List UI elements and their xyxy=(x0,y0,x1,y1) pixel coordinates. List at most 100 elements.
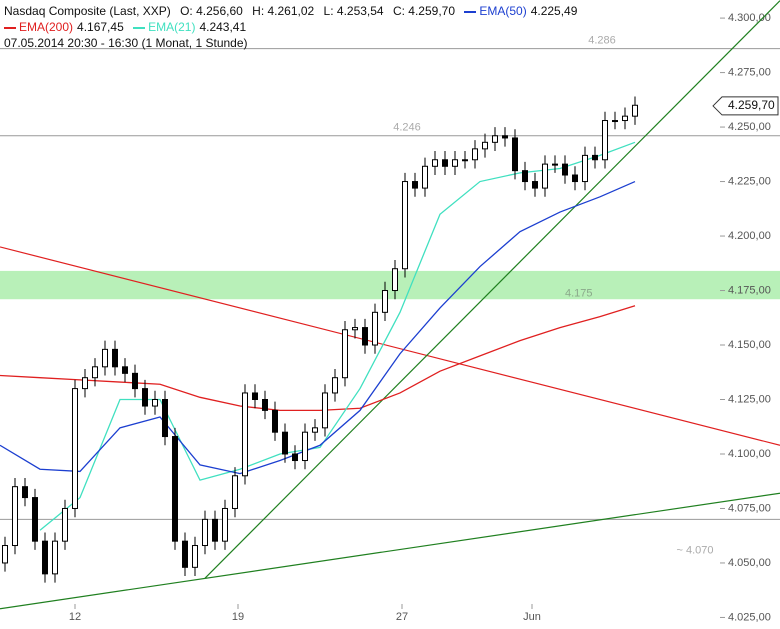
legend-row: EMA(200) 4.167,45 EMA(21) 4.243,41 xyxy=(4,19,583,35)
legend-swatch xyxy=(4,26,16,29)
legend-swatch xyxy=(133,26,146,29)
candle-body xyxy=(212,518,218,542)
candle-body xyxy=(352,327,358,331)
candle-body xyxy=(102,348,108,368)
y-tick-label: 4.275,00 xyxy=(728,66,771,78)
legend: Nasdaq Composite (Last, XXP) O: 4.256,60… xyxy=(4,3,583,51)
candle-body xyxy=(482,141,488,150)
legend-value: 4.167,45 xyxy=(77,20,124,34)
candle-body xyxy=(622,115,628,122)
candle-body xyxy=(232,475,238,509)
candle-body xyxy=(132,372,138,390)
candle-body xyxy=(362,327,368,346)
candle-body xyxy=(512,137,518,172)
candle-body xyxy=(552,163,558,166)
candle-body xyxy=(292,453,298,462)
last-price-box xyxy=(712,96,779,116)
candle-body xyxy=(22,486,28,499)
legend-name: EMA(21) xyxy=(148,20,196,34)
candle-body xyxy=(462,159,468,162)
candle-body xyxy=(562,163,568,176)
candle-body xyxy=(332,377,338,394)
chart-title: Nasdaq Composite (Last, XXP) xyxy=(4,4,171,18)
candle-body xyxy=(262,399,268,411)
last-price-label: 4.259,70 xyxy=(728,98,775,112)
y-tick-label: 4.250,00 xyxy=(728,121,771,133)
candle-body xyxy=(32,497,38,542)
candle-body xyxy=(612,120,618,123)
legend-row: 07.05.2014 20:30 - 16:30 (1 Monat, 1 Stu… xyxy=(4,35,583,51)
level-label: ~ 4.070 xyxy=(676,544,713,556)
y-tick-label: 4.050,00 xyxy=(728,557,771,569)
candle-body xyxy=(252,392,258,401)
candle-body xyxy=(42,540,48,575)
x-tick-label: 27 xyxy=(396,611,408,623)
trendline xyxy=(204,0,780,579)
candle-body xyxy=(72,388,78,509)
candle-body xyxy=(62,507,68,542)
level-label: 4.246 xyxy=(393,122,421,134)
period: 07.05.2014 20:30 - 16:30 (1 Monat, 1 Stu… xyxy=(4,36,248,50)
candle-body xyxy=(222,507,228,542)
candle-body xyxy=(182,540,188,568)
ohlc-label: L: 4.253,54 xyxy=(323,4,384,18)
legend-name: EMA(50) xyxy=(479,4,527,18)
candle-body xyxy=(322,392,328,429)
y-tick-label: 4.200,00 xyxy=(728,230,771,242)
y-tick-label: 4.175,00 xyxy=(728,284,771,296)
y-tick-label: 4.100,00 xyxy=(728,448,771,460)
ohlc-label: H: 4.261,02 xyxy=(252,4,315,18)
candle-body xyxy=(522,170,528,183)
candle-body xyxy=(242,392,248,477)
candle-body xyxy=(202,518,208,547)
candle-body xyxy=(2,545,8,564)
candle-body xyxy=(272,409,278,433)
candle-body xyxy=(162,399,168,438)
legend-value: 4.225,49 xyxy=(530,4,578,18)
ema-line xyxy=(39,141,636,531)
candle-body xyxy=(82,377,88,390)
legend-name: EMA(200) xyxy=(19,20,74,34)
trendline xyxy=(0,492,780,610)
x-tick-label: 12 xyxy=(69,611,81,623)
candle-body xyxy=(342,329,348,379)
candle-body xyxy=(382,290,388,313)
candle-body xyxy=(582,154,588,183)
legend-value: 4.243,41 xyxy=(199,20,247,34)
candle-body xyxy=(52,540,58,575)
candle-body xyxy=(192,545,198,568)
candle-body xyxy=(282,431,288,455)
x-tick-label: 19 xyxy=(232,611,244,623)
ema-line xyxy=(0,305,636,412)
y-tick-label: 4.225,00 xyxy=(728,175,771,187)
candle-body xyxy=(172,436,178,542)
candle-body xyxy=(372,311,378,346)
candle-body xyxy=(572,174,578,183)
candle-body xyxy=(142,388,148,407)
candle-body xyxy=(442,159,448,167)
candle-body xyxy=(152,399,158,407)
candle-body xyxy=(12,486,18,547)
candle-body xyxy=(432,159,438,167)
candle-body xyxy=(592,154,598,161)
candle-body xyxy=(412,181,418,189)
candle-body xyxy=(92,366,98,379)
y-tick-label: 4.300,00 xyxy=(728,12,771,24)
candle-body xyxy=(452,159,458,167)
candle-body xyxy=(422,165,428,189)
candle-body xyxy=(632,104,638,117)
candle-body xyxy=(502,135,508,139)
trendline xyxy=(0,246,780,446)
legend-row: Nasdaq Composite (Last, XXP) O: 4.256,60… xyxy=(4,3,583,19)
candle-body xyxy=(542,163,548,189)
x-tick-label: Jun xyxy=(523,611,541,623)
ohlc-label: C: 4.259,70 xyxy=(392,4,455,18)
y-tick-label: 4.025,00 xyxy=(728,611,771,623)
legend-swatch xyxy=(464,10,477,13)
candle-body xyxy=(302,431,308,462)
ohlc-label: O: 4.256,60 xyxy=(180,4,243,18)
ema-line xyxy=(0,180,636,475)
y-tick-label: 4.075,00 xyxy=(728,502,771,514)
